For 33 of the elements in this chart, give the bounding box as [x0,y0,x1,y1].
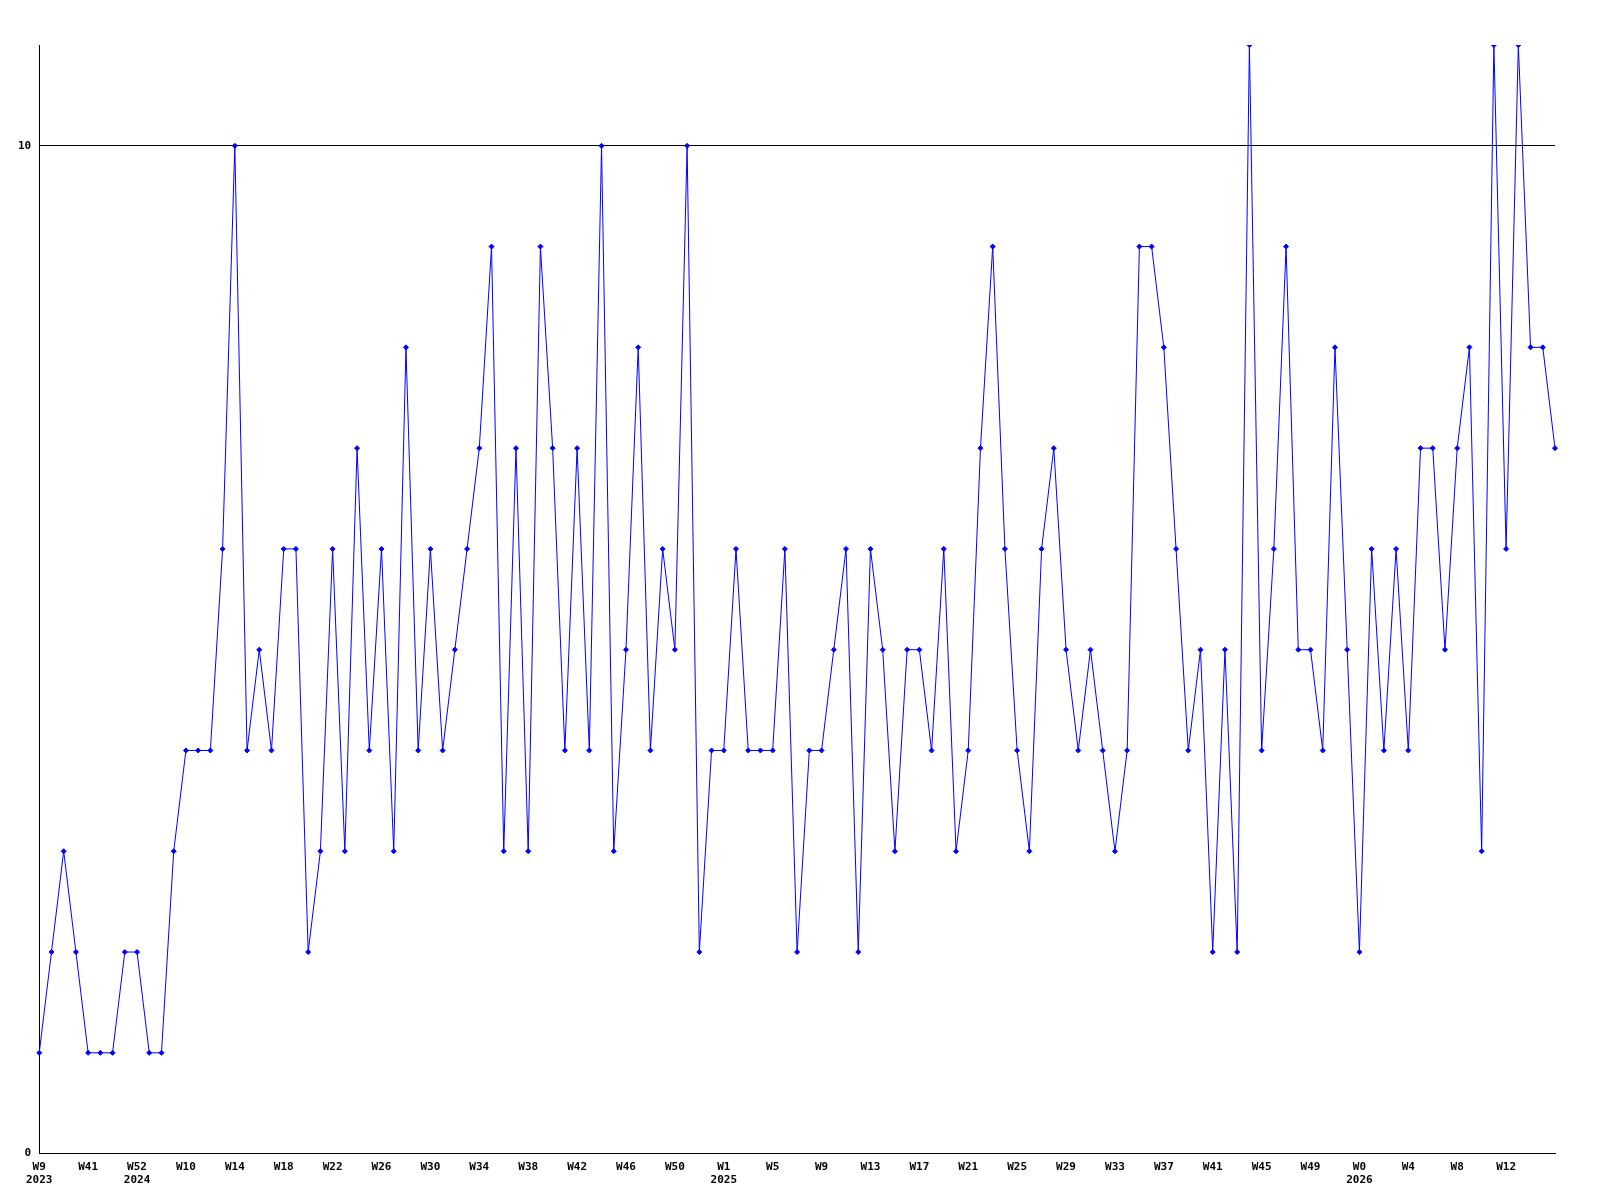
x-tick-label: W41 [1202,1160,1224,1174]
x-tick-label: W33 [1105,1160,1125,1174]
x-tick-label: W41 [78,1160,99,1174]
x-tick-label: W50 [664,1160,685,1174]
x-tick-label: W14 [224,1160,246,1174]
x-tick-label: W18 [273,1160,294,1174]
x-tick-label: W10 [175,1160,196,1174]
x-tick-label: W8 [1450,1160,1464,1174]
x-tick-label: W46 [616,1160,637,1174]
x-tick-label: W0 2026 [1346,1160,1374,1187]
x-tick-label: W5 [766,1160,780,1174]
x-tick-label: W29 [1056,1160,1076,1174]
x-tick-label: W22 [322,1160,343,1174]
y-tick-label: 0 [24,1146,32,1160]
x-tick-label: W49 [1300,1160,1321,1174]
x-tick-label: W26 [371,1160,392,1174]
x-tick-label: W45 [1251,1160,1272,1174]
x-tick-label: W25 [1007,1160,1028,1174]
x-tick-label: W34 [469,1160,490,1174]
x-tick-label: W17 [909,1160,930,1174]
y-tick-label: 10 [18,138,32,152]
x-tick-label: W1 2025 [710,1160,738,1187]
x-tick-label: W4 [1401,1160,1416,1174]
x-tick-label: W42 [567,1160,588,1174]
x-tick-label: W30 [420,1160,441,1174]
x-tick-label: W12 [1496,1160,1517,1174]
x-tick-label: W52 2024 [123,1160,151,1187]
x-tick-label: W9 [814,1160,829,1174]
x-tick-label: W37 [1153,1160,1174,1174]
x-tick-label: W9 2023 [26,1160,53,1187]
x-tick-label: W21 [958,1160,979,1174]
x-tick-label: W13 [860,1160,881,1174]
x-tick-label: W38 [518,1160,539,1174]
